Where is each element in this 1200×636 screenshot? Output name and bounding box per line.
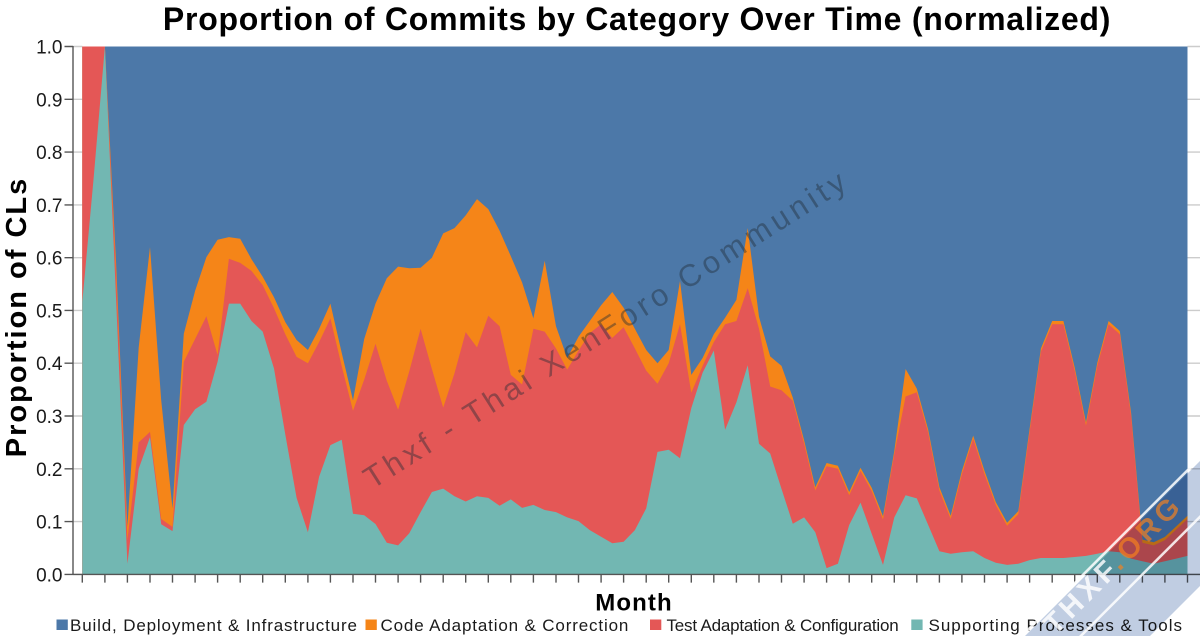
svg-text:0.9: 0.9 bbox=[36, 90, 62, 111]
svg-text:0.5: 0.5 bbox=[36, 301, 62, 322]
svg-text:Test Adaptation & Configuratio: Test Adaptation & Configuration bbox=[667, 616, 899, 635]
svg-text:0.6: 0.6 bbox=[36, 249, 62, 270]
svg-text:Build, Deployment & Infrastruc: Build, Deployment & Infrastructure bbox=[70, 616, 358, 635]
svg-text:0.2: 0.2 bbox=[36, 460, 62, 481]
svg-text:0.7: 0.7 bbox=[36, 196, 62, 217]
svg-text:Code Adaptation & Correction: Code Adaptation & Correction bbox=[381, 616, 630, 635]
svg-text:0.0: 0.0 bbox=[36, 565, 62, 586]
svg-text:0.8: 0.8 bbox=[36, 143, 62, 164]
svg-text:0.4: 0.4 bbox=[36, 354, 63, 375]
svg-text:Proportion of CLs: Proportion of CLs bbox=[1, 177, 33, 457]
svg-text:0.1: 0.1 bbox=[36, 513, 62, 534]
svg-text:Month: Month bbox=[595, 590, 672, 617]
svg-text:Proportion of Commits by Categ: Proportion of Commits by Category Over T… bbox=[163, 1, 1111, 37]
svg-text:0.3: 0.3 bbox=[36, 407, 62, 428]
svg-text:1.0: 1.0 bbox=[36, 38, 62, 59]
